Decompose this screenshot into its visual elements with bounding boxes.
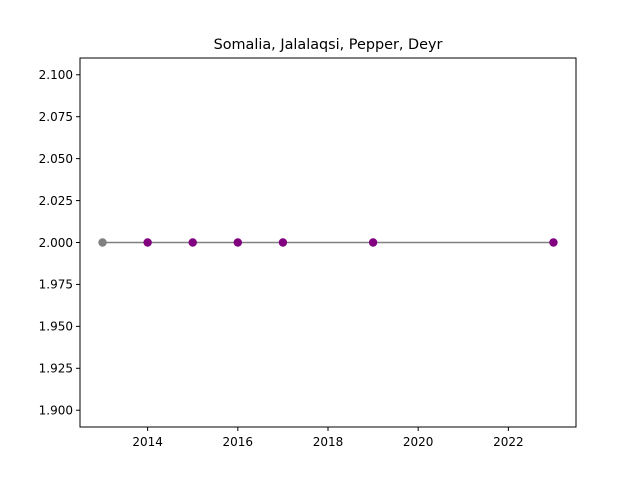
y-tick-label: 2.075 (39, 110, 73, 124)
data-point (278, 238, 288, 247)
data-point (233, 238, 243, 247)
data-point (368, 238, 378, 247)
x-tick-label: 2020 (403, 435, 434, 449)
y-tick-label: 2.100 (39, 68, 73, 82)
data-point (188, 238, 197, 247)
chart-title: Somalia, Jalalaqsi, Pepper, Deyr (214, 37, 443, 53)
data-point (549, 238, 558, 247)
data-point (143, 238, 152, 247)
x-tick-label: 2014 (132, 435, 163, 449)
series-layer (98, 238, 558, 247)
x-tick-label: 2016 (223, 435, 254, 449)
y-tick-label: 1.925 (39, 362, 73, 376)
y-tick-label: 1.900 (39, 404, 73, 418)
y-tick-label: 1.950 (39, 320, 73, 334)
y-tick-label: 2.025 (39, 194, 73, 208)
data-point (98, 238, 107, 247)
y-tick-label: 1.975 (39, 278, 73, 292)
x-axis: 2014 2016 2018 2020 2022 (132, 427, 524, 449)
x-tick-label: 2018 (313, 435, 344, 449)
y-tick-label: 2.050 (39, 152, 73, 166)
x-tick-label: 2022 (493, 435, 524, 449)
y-axis: 1.900 1.925 1.950 1.975 2.000 2.025 2.050 2.075… (39, 68, 80, 418)
y-tick-label: 2.000 (39, 236, 73, 250)
